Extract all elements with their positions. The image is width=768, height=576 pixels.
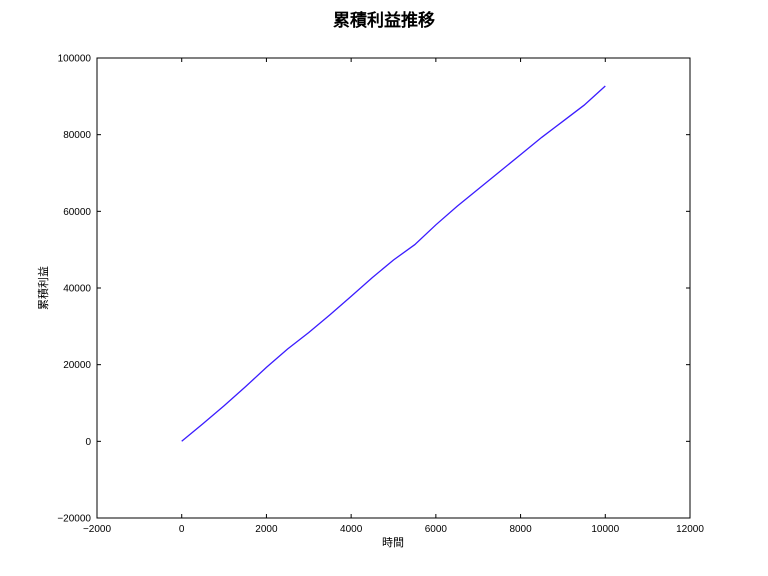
x-tick-label: 8000 — [509, 524, 532, 535]
y-axis-label: 累積利益 — [36, 266, 50, 310]
x-axis-label: 時間 — [382, 536, 404, 549]
y-tick-label: 0 — [85, 437, 91, 448]
y-tick-label: 40000 — [63, 284, 91, 295]
x-tick-label: 0 — [179, 524, 185, 535]
series-line — [181, 85, 606, 442]
y-tick-label: −20000 — [57, 514, 91, 525]
y-tick-label: 80000 — [63, 130, 91, 141]
x-tick-label: 2000 — [255, 524, 278, 535]
x-tick-label: 6000 — [425, 524, 448, 535]
x-tick-label: −2000 — [83, 524, 112, 535]
y-tick-label: 20000 — [63, 360, 91, 371]
x-tick-label: 12000 — [676, 524, 704, 535]
y-tick-label: 100000 — [58, 54, 92, 65]
x-tick-label: 4000 — [340, 524, 363, 535]
plot-area — [96, 57, 691, 519]
x-tick-label: 10000 — [591, 524, 619, 535]
chart-title: 累積利益推移 — [333, 10, 435, 31]
y-tick-label: 60000 — [63, 207, 91, 218]
